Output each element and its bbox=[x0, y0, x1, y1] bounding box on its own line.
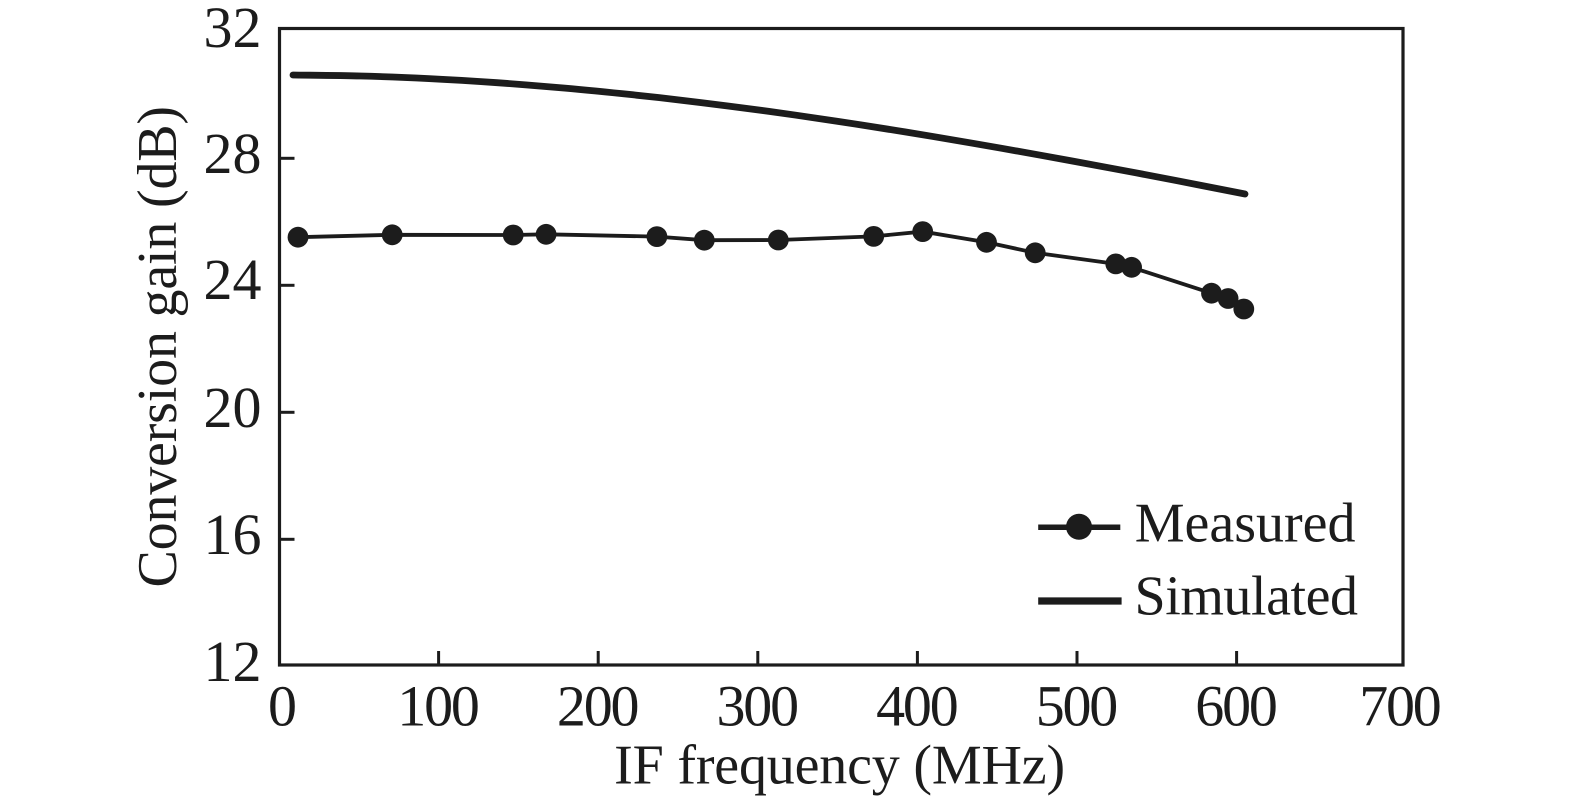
svg-text:0: 0 bbox=[268, 674, 297, 739]
svg-text:500: 500 bbox=[1036, 674, 1119, 739]
svg-text:28: 28 bbox=[204, 121, 262, 186]
svg-text:Conversion gain (dB): Conversion gain (dB) bbox=[127, 106, 189, 588]
svg-text:12: 12 bbox=[204, 629, 262, 694]
svg-text:400: 400 bbox=[876, 674, 959, 739]
svg-text:24: 24 bbox=[204, 247, 262, 312]
svg-text:16: 16 bbox=[204, 502, 262, 567]
svg-text:Simulated: Simulated bbox=[1135, 566, 1359, 628]
svg-text:Measured: Measured bbox=[1135, 493, 1356, 555]
svg-text:100: 100 bbox=[397, 674, 480, 739]
svg-text:20: 20 bbox=[204, 375, 262, 440]
svg-text:300: 300 bbox=[717, 674, 800, 739]
svg-text:IF frequency (MHz): IF frequency (MHz) bbox=[614, 735, 1065, 797]
svg-text:200: 200 bbox=[557, 674, 640, 739]
svg-text:600: 600 bbox=[1195, 674, 1278, 739]
svg-text:32: 32 bbox=[204, 0, 262, 60]
svg-text:700: 700 bbox=[1359, 674, 1442, 739]
